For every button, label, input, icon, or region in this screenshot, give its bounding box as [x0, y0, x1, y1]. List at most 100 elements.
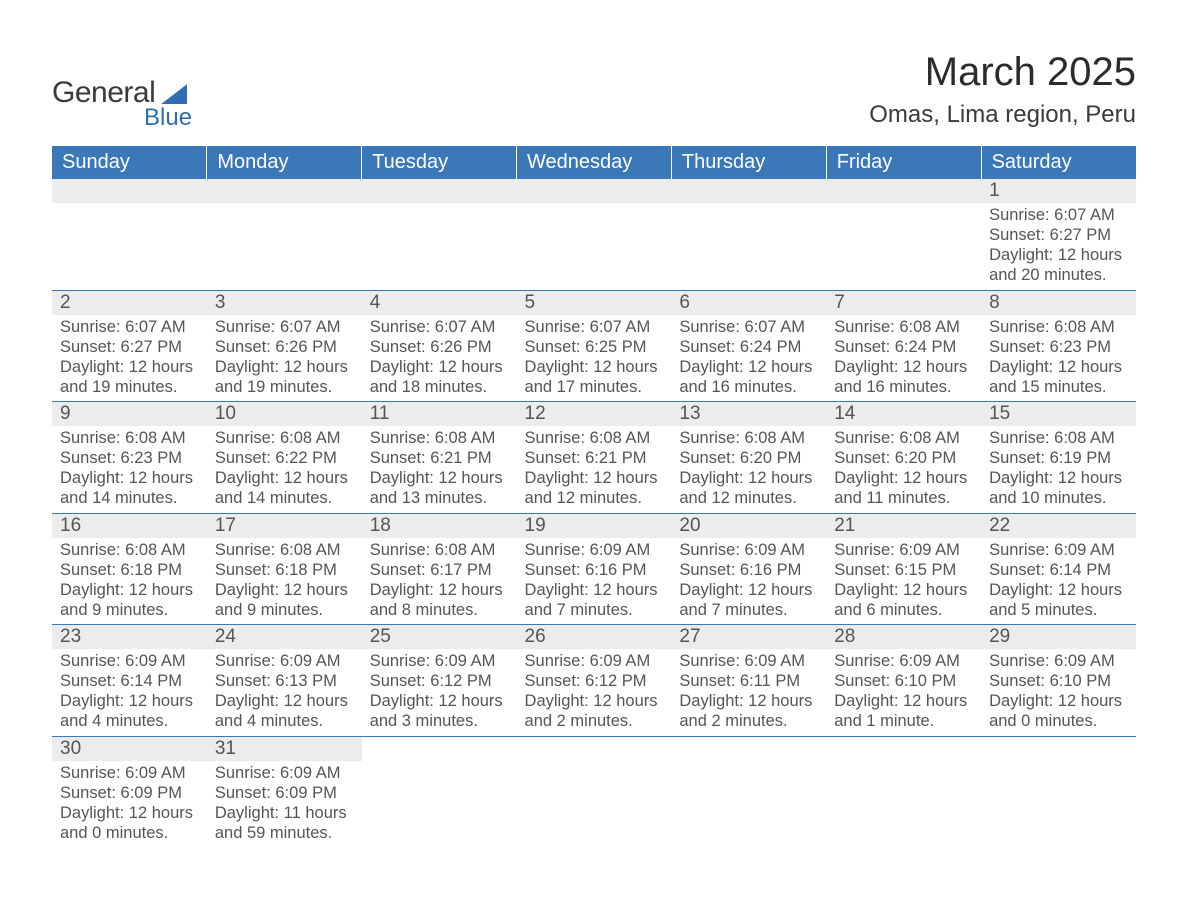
day-details: Sunrise: 6:09 AMSunset: 6:12 PMDaylight:…	[517, 649, 672, 736]
day-number: 31	[207, 737, 362, 761]
day-details: Sunrise: 6:09 AMSunset: 6:13 PMDaylight:…	[207, 649, 362, 736]
day-number: 10	[207, 402, 362, 426]
day-number: 27	[671, 625, 826, 649]
day-details: Sunrise: 6:09 AMSunset: 6:14 PMDaylight:…	[981, 538, 1136, 625]
weekday-header: Thursday	[671, 146, 826, 179]
day-cell: 29Sunrise: 6:09 AMSunset: 6:10 PMDayligh…	[981, 625, 1136, 737]
day-details: Sunrise: 6:09 AMSunset: 6:16 PMDaylight:…	[671, 538, 826, 625]
day-details: Sunrise: 6:08 AMSunset: 6:22 PMDaylight:…	[207, 426, 362, 513]
day-details: Sunrise: 6:07 AMSunset: 6:27 PMDaylight:…	[52, 315, 207, 402]
empty-day-body	[362, 737, 517, 743]
empty-cell	[826, 736, 981, 847]
day-details: Sunrise: 6:09 AMSunset: 6:09 PMDaylight:…	[52, 761, 207, 848]
day-number: 1	[981, 179, 1136, 203]
day-cell: 7Sunrise: 6:08 AMSunset: 6:24 PMDaylight…	[826, 290, 981, 402]
weekday-header: Friday	[826, 146, 981, 179]
empty-day-body	[981, 737, 1136, 743]
calendar-body: 1Sunrise: 6:07 AMSunset: 6:27 PMDaylight…	[52, 179, 1136, 847]
day-number: 3	[207, 291, 362, 315]
day-cell: 9Sunrise: 6:08 AMSunset: 6:23 PMDaylight…	[52, 402, 207, 514]
day-number: 7	[826, 291, 981, 315]
empty-day-body	[826, 203, 981, 281]
day-number: 17	[207, 514, 362, 538]
day-number: 28	[826, 625, 981, 649]
day-number: 9	[52, 402, 207, 426]
empty-cell	[207, 179, 362, 290]
day-cell: 16Sunrise: 6:08 AMSunset: 6:18 PMDayligh…	[52, 513, 207, 625]
day-cell: 12Sunrise: 6:08 AMSunset: 6:21 PMDayligh…	[517, 402, 672, 514]
day-number: 12	[517, 402, 672, 426]
empty-day-body	[671, 737, 826, 743]
page-title: March 2025	[869, 50, 1136, 95]
weekday-header: Wednesday	[517, 146, 672, 179]
day-details: Sunrise: 6:07 AMSunset: 6:26 PMDaylight:…	[362, 315, 517, 402]
empty-day-body	[517, 203, 672, 281]
day-number: 4	[362, 291, 517, 315]
day-details: Sunrise: 6:07 AMSunset: 6:27 PMDaylight:…	[981, 203, 1136, 290]
day-number: 16	[52, 514, 207, 538]
empty-day-number	[517, 179, 672, 203]
empty-day-number	[52, 179, 207, 203]
empty-cell	[52, 179, 207, 290]
day-details: Sunrise: 6:09 AMSunset: 6:10 PMDaylight:…	[981, 649, 1136, 736]
empty-day-body	[671, 203, 826, 281]
day-number: 18	[362, 514, 517, 538]
day-details: Sunrise: 6:09 AMSunset: 6:16 PMDaylight:…	[517, 538, 672, 625]
calendar-row: 2Sunrise: 6:07 AMSunset: 6:27 PMDaylight…	[52, 290, 1136, 402]
day-number: 30	[52, 737, 207, 761]
day-number: 26	[517, 625, 672, 649]
calendar-row: 1Sunrise: 6:07 AMSunset: 6:27 PMDaylight…	[52, 179, 1136, 290]
day-details: Sunrise: 6:07 AMSunset: 6:25 PMDaylight:…	[517, 315, 672, 402]
day-details: Sunrise: 6:08 AMSunset: 6:18 PMDaylight:…	[52, 538, 207, 625]
brand-line1: General	[52, 76, 155, 110]
empty-cell	[671, 179, 826, 290]
day-cell: 1Sunrise: 6:07 AMSunset: 6:27 PMDaylight…	[981, 179, 1136, 290]
day-cell: 3Sunrise: 6:07 AMSunset: 6:26 PMDaylight…	[207, 290, 362, 402]
day-cell: 19Sunrise: 6:09 AMSunset: 6:16 PMDayligh…	[517, 513, 672, 625]
calendar-row: 9Sunrise: 6:08 AMSunset: 6:23 PMDaylight…	[52, 402, 1136, 514]
day-cell: 2Sunrise: 6:07 AMSunset: 6:27 PMDaylight…	[52, 290, 207, 402]
empty-day-number	[826, 179, 981, 203]
brand-triangle-icon	[161, 84, 187, 104]
day-cell: 11Sunrise: 6:08 AMSunset: 6:21 PMDayligh…	[362, 402, 517, 514]
day-details: Sunrise: 6:09 AMSunset: 6:11 PMDaylight:…	[671, 649, 826, 736]
day-details: Sunrise: 6:08 AMSunset: 6:23 PMDaylight:…	[981, 315, 1136, 402]
day-cell: 8Sunrise: 6:08 AMSunset: 6:23 PMDaylight…	[981, 290, 1136, 402]
empty-cell	[981, 736, 1136, 847]
day-details: Sunrise: 6:08 AMSunset: 6:18 PMDaylight:…	[207, 538, 362, 625]
day-details: Sunrise: 6:09 AMSunset: 6:15 PMDaylight:…	[826, 538, 981, 625]
empty-day-number	[207, 179, 362, 203]
day-cell: 31Sunrise: 6:09 AMSunset: 6:09 PMDayligh…	[207, 736, 362, 847]
day-number: 19	[517, 514, 672, 538]
day-cell: 30Sunrise: 6:09 AMSunset: 6:09 PMDayligh…	[52, 736, 207, 847]
day-cell: 20Sunrise: 6:09 AMSunset: 6:16 PMDayligh…	[671, 513, 826, 625]
empty-day-number	[362, 179, 517, 203]
day-cell: 28Sunrise: 6:09 AMSunset: 6:10 PMDayligh…	[826, 625, 981, 737]
day-number: 15	[981, 402, 1136, 426]
day-number: 11	[362, 402, 517, 426]
day-details: Sunrise: 6:08 AMSunset: 6:19 PMDaylight:…	[981, 426, 1136, 513]
weekday-header: Saturday	[981, 146, 1136, 179]
day-number: 5	[517, 291, 672, 315]
day-number: 8	[981, 291, 1136, 315]
day-number: 21	[826, 514, 981, 538]
day-cell: 10Sunrise: 6:08 AMSunset: 6:22 PMDayligh…	[207, 402, 362, 514]
empty-cell	[671, 736, 826, 847]
brand-logo: General Blue	[52, 76, 192, 132]
empty-day-body	[52, 203, 207, 281]
day-number: 29	[981, 625, 1136, 649]
day-cell: 18Sunrise: 6:08 AMSunset: 6:17 PMDayligh…	[362, 513, 517, 625]
day-cell: 14Sunrise: 6:08 AMSunset: 6:20 PMDayligh…	[826, 402, 981, 514]
calendar-row: 16Sunrise: 6:08 AMSunset: 6:18 PMDayligh…	[52, 513, 1136, 625]
day-number: 14	[826, 402, 981, 426]
day-number: 20	[671, 514, 826, 538]
empty-day-body	[826, 737, 981, 743]
day-details: Sunrise: 6:08 AMSunset: 6:20 PMDaylight:…	[671, 426, 826, 513]
empty-cell	[517, 736, 672, 847]
day-number: 23	[52, 625, 207, 649]
day-number: 6	[671, 291, 826, 315]
empty-cell	[362, 736, 517, 847]
weekday-header: Tuesday	[362, 146, 517, 179]
day-number: 25	[362, 625, 517, 649]
empty-day-body	[207, 203, 362, 281]
